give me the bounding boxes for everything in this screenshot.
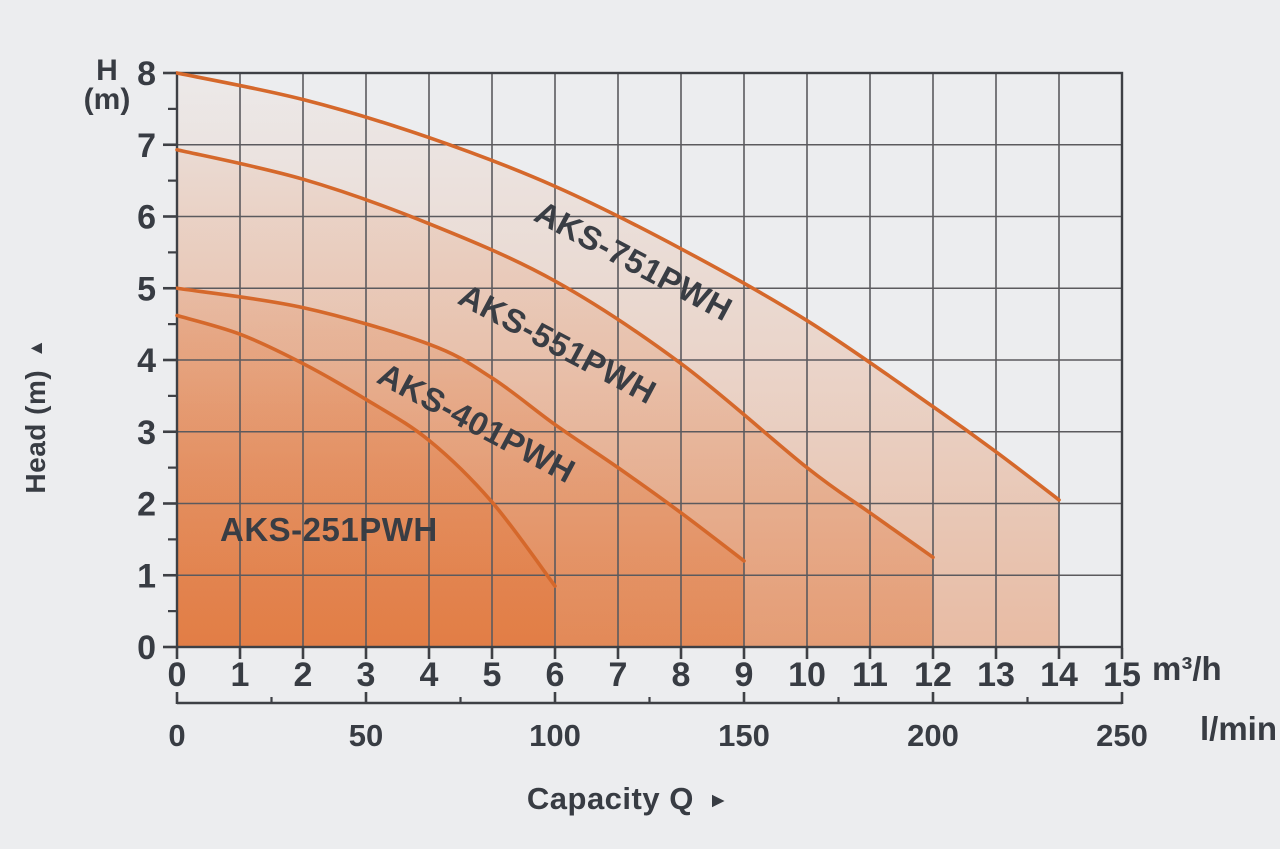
y-tick-label: 8 <box>137 55 156 93</box>
x-tick-label: 3 <box>357 656 376 694</box>
x-tick-label: 7 <box>609 656 628 694</box>
lmin-tick-label: 100 <box>529 718 581 753</box>
x-tick-label: 9 <box>735 656 754 694</box>
x-unit-m3h: m³/h <box>1152 650 1222 687</box>
y-tick-label: 7 <box>137 127 156 165</box>
x-tick-label: 15 <box>1103 656 1141 694</box>
lmin-tick-label: 0 <box>168 718 185 753</box>
up-arrow-icon: ▲ <box>25 338 47 358</box>
x-axis-label: Capacity Q ► <box>448 781 808 817</box>
y-axis-label-text: Head (m) <box>20 369 51 494</box>
x-tick-label: 10 <box>788 656 826 694</box>
x-tick-label: 14 <box>1040 656 1078 694</box>
lmin-tick-label: 200 <box>907 718 959 753</box>
right-arrow-icon: ► <box>707 789 730 812</box>
x-axis-label-text: Capacity Q <box>526 781 694 816</box>
x-tick-label: 5 <box>483 656 502 694</box>
curve-AKS-551PWH <box>175 147 935 560</box>
y-tick-label: 0 <box>137 629 156 667</box>
y-axis-symbol: H <box>96 54 118 87</box>
y-tick-label: 2 <box>137 486 156 524</box>
curve-AKS-751PWH <box>175 71 1061 502</box>
y-tick-label: 1 <box>137 557 156 595</box>
x-tick-label: 4 <box>420 656 439 694</box>
pump-curves <box>175 71 1061 588</box>
plot-border <box>175 71 1124 649</box>
y-axis-title: H (m) <box>72 54 142 116</box>
x-tick-label: 6 <box>546 656 565 694</box>
curve-label-aks-251pwh: AKS-251PWH <box>220 511 438 548</box>
axis-ticks <box>163 71 1124 705</box>
x-tick-label: 13 <box>977 656 1015 694</box>
x-tick-label: 12 <box>914 656 952 694</box>
x-tick-label: 11 <box>852 656 888 694</box>
y-tick-label: 5 <box>137 270 156 308</box>
y-axis-label: Head (m) ▲ <box>20 266 52 566</box>
x-tick-label: 0 <box>168 656 187 694</box>
x-tick-label: 8 <box>672 656 691 694</box>
x-tick-label: 2 <box>294 656 313 694</box>
y-tick-label: 6 <box>137 199 156 237</box>
curve-AKS-251PWH <box>175 313 557 588</box>
lmin-tick-label: 250 <box>1096 718 1148 753</box>
curve-AKS-401PWH <box>175 286 746 563</box>
y-axis-unit: (m) <box>83 83 131 116</box>
y-tick-label: 4 <box>137 342 156 380</box>
y-tick-label: 3 <box>137 414 156 452</box>
grid-lines <box>175 71 1124 649</box>
x-unit-lmin: l/min <box>1200 710 1278 747</box>
lmin-tick-label: 150 <box>718 718 770 753</box>
lmin-tick-label: 50 <box>349 718 383 753</box>
x-tick-label: 1 <box>231 656 250 694</box>
